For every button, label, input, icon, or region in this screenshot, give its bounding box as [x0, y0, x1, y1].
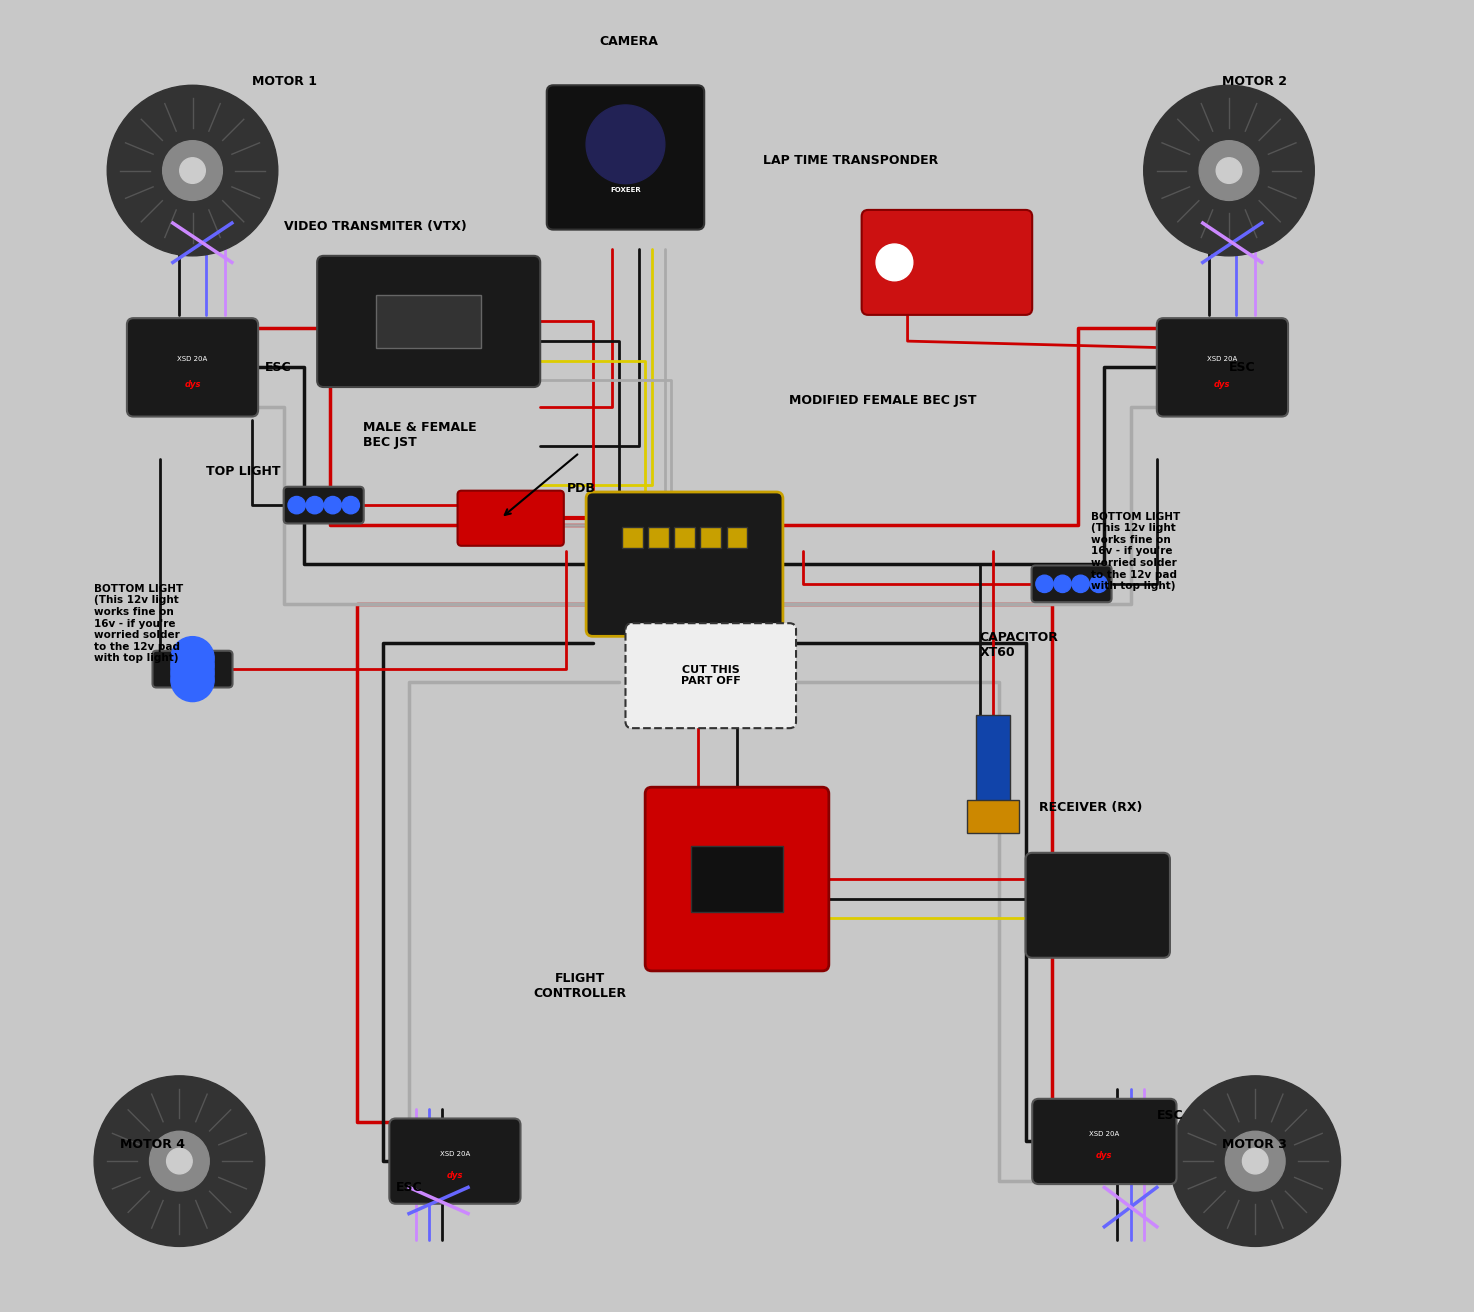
FancyBboxPatch shape [1032, 1099, 1176, 1183]
Circle shape [149, 1131, 209, 1191]
Circle shape [94, 1076, 265, 1246]
FancyBboxPatch shape [625, 623, 796, 728]
FancyBboxPatch shape [283, 487, 364, 523]
FancyBboxPatch shape [1032, 565, 1111, 602]
Circle shape [1216, 157, 1241, 184]
Bar [647, 527, 669, 548]
FancyBboxPatch shape [457, 491, 565, 546]
Text: MOTOR 2: MOTOR 2 [1222, 75, 1287, 88]
Circle shape [180, 157, 205, 184]
Text: FLIGHT
CONTROLLER: FLIGHT CONTROLLER [534, 972, 626, 1000]
Bar [727, 527, 747, 548]
Text: CUT THIS
PART OFF: CUT THIS PART OFF [681, 665, 740, 686]
Circle shape [287, 496, 305, 514]
Text: CAPACITOR
XT60: CAPACITOR XT60 [980, 631, 1058, 659]
Text: dys: dys [184, 380, 200, 388]
Text: ESC: ESC [1157, 1109, 1184, 1122]
Circle shape [342, 496, 360, 514]
Text: dys: dys [1097, 1152, 1113, 1160]
Text: ESC: ESC [397, 1181, 423, 1194]
Text: LAP TIME TRANSPONDER: LAP TIME TRANSPONDER [764, 154, 939, 167]
Text: XSD 20A: XSD 20A [177, 356, 208, 362]
Circle shape [1170, 1076, 1340, 1246]
Text: MOTOR 4: MOTOR 4 [121, 1138, 186, 1151]
Text: MOTOR 1: MOTOR 1 [252, 75, 317, 88]
Circle shape [587, 105, 665, 184]
Text: BOTTOM LIGHT
(This 12v light
works fine on
16v - if you're
worried solder
to the: BOTTOM LIGHT (This 12v light works fine … [1091, 512, 1181, 592]
FancyBboxPatch shape [646, 787, 828, 971]
Text: XSD 20A: XSD 20A [1089, 1131, 1119, 1138]
Circle shape [1089, 575, 1107, 593]
Circle shape [162, 140, 223, 201]
FancyBboxPatch shape [547, 85, 705, 230]
Text: CAMERA: CAMERA [600, 34, 657, 47]
Circle shape [171, 636, 214, 680]
FancyBboxPatch shape [389, 1118, 520, 1204]
Circle shape [1200, 140, 1259, 201]
Circle shape [1225, 1131, 1285, 1191]
Text: dys: dys [1215, 380, 1231, 388]
Bar [967, 800, 1019, 833]
FancyBboxPatch shape [317, 256, 539, 387]
Circle shape [171, 644, 214, 687]
Text: XSD 20A: XSD 20A [1207, 356, 1238, 362]
Text: PDB: PDB [566, 482, 595, 495]
Circle shape [324, 496, 342, 514]
Text: dys: dys [447, 1172, 463, 1179]
Circle shape [108, 85, 277, 256]
Circle shape [1144, 85, 1315, 256]
Text: MALE & FEMALE
BEC JST: MALE & FEMALE BEC JST [363, 421, 476, 449]
FancyBboxPatch shape [127, 319, 258, 417]
Circle shape [1036, 575, 1052, 593]
Text: ESC: ESC [1229, 361, 1256, 374]
Circle shape [167, 1148, 192, 1174]
FancyBboxPatch shape [862, 210, 1032, 315]
Text: MOTOR 3: MOTOR 3 [1222, 1138, 1287, 1151]
Circle shape [171, 651, 214, 694]
Bar [674, 527, 696, 548]
Text: ESC: ESC [265, 361, 292, 374]
Circle shape [1072, 575, 1089, 593]
FancyBboxPatch shape [587, 492, 783, 636]
Text: FOXEER: FOXEER [610, 188, 641, 193]
Bar [622, 527, 643, 548]
Circle shape [171, 659, 214, 702]
Text: RECEIVER (RX): RECEIVER (RX) [1039, 800, 1142, 813]
Bar [700, 527, 721, 548]
Text: XSD 20A: XSD 20A [439, 1151, 470, 1157]
Circle shape [1243, 1148, 1268, 1174]
Circle shape [307, 496, 323, 514]
Text: MODIFIED FEMALE BEC JST: MODIFIED FEMALE BEC JST [790, 394, 977, 407]
FancyBboxPatch shape [1157, 319, 1288, 417]
Bar [976, 715, 1010, 807]
Text: BOTTOM LIGHT
(This 12v light
works fine on
16v - if you're
worried solder
to the: BOTTOM LIGHT (This 12v light works fine … [94, 584, 183, 664]
FancyBboxPatch shape [152, 651, 233, 687]
Circle shape [1054, 575, 1072, 593]
Bar [691, 846, 783, 912]
FancyBboxPatch shape [1026, 853, 1170, 958]
Bar [376, 295, 481, 348]
Text: TOP LIGHT: TOP LIGHT [206, 464, 280, 478]
Circle shape [876, 244, 912, 281]
Text: VIDEO TRANSMITER (VTX): VIDEO TRANSMITER (VTX) [284, 219, 467, 232]
